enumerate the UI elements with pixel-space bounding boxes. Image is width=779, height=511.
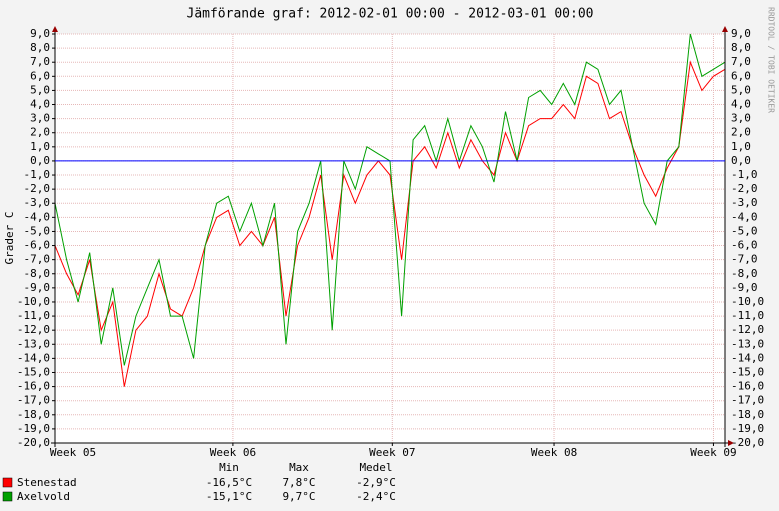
y2-tick-label: 9,0: [731, 27, 751, 40]
y2-tick-label: -8,0: [731, 267, 758, 280]
y-tick-label: 4,0: [30, 98, 50, 111]
y-tick-label: -5,0: [24, 224, 51, 237]
y-tick-label: 7,0: [30, 55, 50, 68]
y2-tick-label: 5,0: [731, 83, 751, 96]
legend-stat: 9,7°C: [282, 490, 315, 503]
y2-tick-label: 2,0: [731, 126, 751, 139]
legend-stat: -2,4°C: [356, 490, 396, 503]
legend-swatch: [2, 477, 13, 488]
y2-tick-label: -9,0: [731, 281, 758, 294]
y-tick-label: 0,0: [30, 154, 50, 167]
y-tick-label: -20,0: [17, 436, 50, 449]
y2-tick-label: -12,0: [731, 323, 764, 336]
y2-tick-label: -3,0: [731, 196, 758, 209]
legend-stat: -2,9°C: [356, 476, 396, 489]
y2-tick-label: -15,0: [731, 365, 764, 378]
y2-tick-label: -16,0: [731, 380, 764, 393]
y2-tick-label: -2,0: [731, 182, 758, 195]
y-tick-label: -6,0: [24, 239, 51, 252]
y-tick-label: 3,0: [30, 112, 50, 125]
y-tick-label: -16,0: [17, 380, 50, 393]
legend-stat: -16,5°C: [206, 476, 252, 489]
x-tick-label: Week 08: [531, 446, 577, 459]
legend-header: Min: [219, 461, 239, 474]
y2-tick-label: 7,0: [731, 55, 751, 68]
y2-tick-label: -5,0: [731, 224, 758, 237]
y-tick-label: -19,0: [17, 422, 50, 435]
y2-tick-label: 8,0: [731, 41, 751, 54]
y2-tick-label: 3,0: [731, 112, 751, 125]
y2-tick-label: -18,0: [731, 408, 764, 421]
legend-swatch: [2, 491, 13, 502]
y2-tick-label: -10,0: [731, 295, 764, 308]
legend-label: Stenestad: [17, 476, 77, 489]
y-tick-label: -1,0: [24, 168, 51, 181]
y-tick-label: -8,0: [24, 267, 51, 280]
y-tick-label: -18,0: [17, 408, 50, 421]
y2-tick-label: -6,0: [731, 239, 758, 252]
y2-tick-label: 4,0: [731, 98, 751, 111]
y2-tick-label: 0,0: [731, 154, 751, 167]
y-tick-label: 5,0: [30, 83, 50, 96]
y2-tick-label: -20,0: [731, 436, 764, 449]
watermark: RRDTOOL / TOBI OETIKER: [767, 7, 776, 113]
y-tick-label: -4,0: [24, 210, 51, 223]
axis-arrow: [722, 26, 728, 32]
y-tick-label: 6,0: [30, 69, 50, 82]
x-tick-label: Week 09: [690, 446, 736, 459]
y2-tick-label: 1,0: [731, 140, 751, 153]
y-tick-label: -17,0: [17, 394, 50, 407]
y-tick-label: -11,0: [17, 309, 50, 322]
y2-tick-label: -4,0: [731, 210, 758, 223]
legend-stat: 7,8°C: [282, 476, 315, 489]
y-tick-label: -14,0: [17, 351, 50, 364]
y2-tick-label: -7,0: [731, 253, 758, 266]
y-tick-label: 8,0: [30, 41, 50, 54]
legend-header: Medel: [359, 461, 392, 474]
x-tick-label: Week 05: [50, 446, 96, 459]
chart-title: Jämförande graf: 2012-02-01 00:00 - 2012…: [187, 7, 594, 22]
y-tick-label: -3,0: [24, 196, 51, 209]
y2-tick-label: -1,0: [731, 168, 758, 181]
y2-tick-label: -13,0: [731, 337, 764, 350]
y-tick-label: 1,0: [30, 140, 50, 153]
y-tick-label: -10,0: [17, 295, 50, 308]
x-tick-label: Week 06: [210, 446, 256, 459]
legend-stat: -15,1°C: [206, 490, 252, 503]
legend-label: Axelvold: [17, 490, 70, 503]
y-tick-label: 9,0: [30, 27, 50, 40]
y-tick-label: -13,0: [17, 337, 50, 350]
y-tick-label: -15,0: [17, 365, 50, 378]
x-tick-label: Week 07: [369, 446, 415, 459]
y-tick-label: -2,0: [24, 182, 51, 195]
plot-area: [55, 34, 725, 443]
y-tick-label: -9,0: [24, 281, 51, 294]
y2-tick-label: -17,0: [731, 394, 764, 407]
axis-arrow: [728, 440, 734, 446]
axis-arrow: [52, 26, 58, 32]
y-tick-label: -12,0: [17, 323, 50, 336]
y2-tick-label: -11,0: [731, 309, 764, 322]
legend: Min Max Medel Stenestad -16,5°C 7,8°C -2,9°C Ax…: [2, 461, 396, 503]
y2-tick-label: 6,0: [731, 69, 751, 82]
y2-tick-label: -14,0: [731, 351, 764, 364]
y-axis-label: Grader C: [3, 212, 16, 265]
legend-header: Max: [289, 461, 309, 474]
y2-tick-label: -19,0: [731, 422, 764, 435]
y-tick-label: -7,0: [24, 253, 51, 266]
y-tick-label: 2,0: [30, 126, 50, 139]
